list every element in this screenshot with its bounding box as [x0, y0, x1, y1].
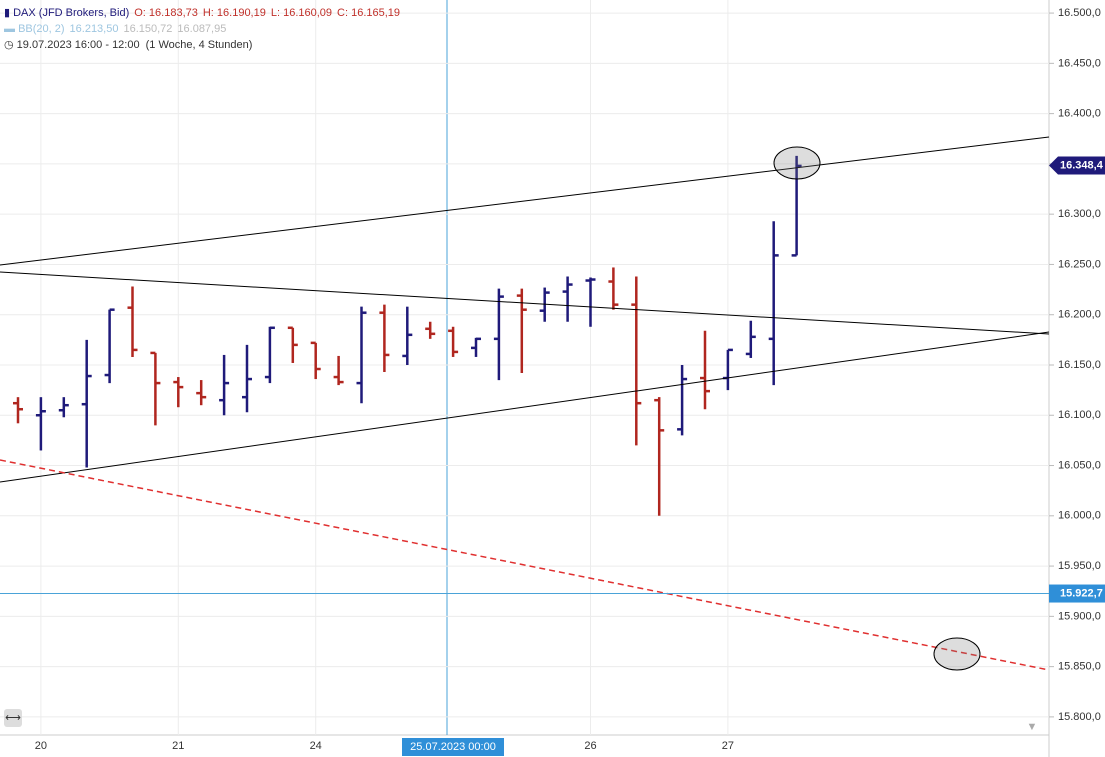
y-tick-label: 15.850,0: [1058, 661, 1101, 673]
highlight-circle: [773, 146, 821, 180]
trendline: [0, 271, 1050, 335]
y-tick-label: 15.900,0: [1058, 610, 1101, 622]
x-tick-label: 24: [310, 740, 322, 752]
marks: [0, 0, 1049, 735]
y-tick-label: 16.150,0: [1058, 359, 1101, 371]
scroll-icon: ⟷: [5, 712, 21, 724]
trendline: [0, 136, 1050, 266]
last-price-box: [1049, 156, 1105, 175]
crosshair-y-label: 15.922,7: [1060, 587, 1103, 599]
header-bb: ▬ BB(20, 2) 16.213,50 16.150,72 16.087,95: [4, 23, 226, 35]
scroll-button[interactable]: [4, 709, 22, 727]
y-tick-label: 16.050,0: [1058, 459, 1101, 471]
x-tick-label: 21: [172, 740, 184, 752]
crosshair-y-box: [1049, 584, 1105, 603]
x-tick-label: 27: [722, 740, 734, 752]
y-tick-label: 16.400,0: [1058, 108, 1101, 120]
y-tick-label: 15.800,0: [1058, 711, 1101, 723]
crosshair-x-label: 25.07.2023 00:00: [410, 741, 496, 753]
x-tick-label: 26: [584, 740, 596, 752]
highlight-circle: [933, 637, 981, 671]
trendline: [0, 331, 1050, 483]
y-tick-label: 16.200,0: [1058, 309, 1101, 321]
last-price-label: 16.348,4: [1060, 159, 1104, 171]
y-tick-label: 16.000,0: [1058, 510, 1101, 522]
trendline-dashed: [0, 459, 1050, 671]
y-tick-label: 16.450,0: [1058, 57, 1101, 69]
scroll-arrow: ▼: [1027, 721, 1038, 733]
crosshair-x-box: [402, 738, 504, 756]
y-tick-label: 16.500,0: [1058, 7, 1101, 19]
y-tick-label: 16.300,0: [1058, 208, 1101, 220]
y-tick-label: 16.250,0: [1058, 258, 1101, 270]
y-tick-label: 15.950,0: [1058, 560, 1101, 572]
y-tick-label: 16.100,0: [1058, 409, 1101, 421]
x-tick-label: 20: [35, 740, 47, 752]
header-range: ◷ 19.07.2023 16:00 - 12:00 (1 Woche, 4 St…: [4, 39, 252, 51]
header-line: ▮ DAX (JFD Brokers, Bid) O: 16.183,73 H: 1…: [4, 7, 400, 19]
